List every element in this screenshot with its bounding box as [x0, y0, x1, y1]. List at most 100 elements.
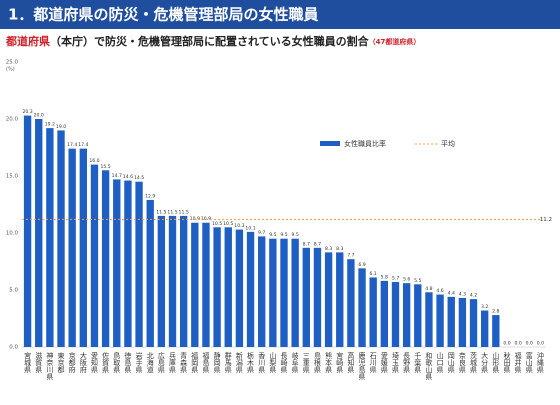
average-label: 11.2: [540, 217, 552, 223]
bar: [179, 215, 188, 347]
x-tick-label: 沖縄県: [536, 351, 544, 374]
data-label: 10.3: [234, 223, 244, 229]
x-tick-label: 広島県: [157, 351, 165, 374]
bar: [369, 277, 377, 347]
bar: [79, 148, 87, 347]
y-axis-label: (%): [6, 67, 15, 73]
data-label: 20.0: [34, 113, 44, 119]
x-tick-label: 宮城県: [24, 351, 32, 374]
subtitle-text: （本庁）で防災・危機管理部局に配置されている女性職員の割合: [50, 34, 370, 48]
data-label: 10.9: [201, 216, 211, 222]
bar: [336, 252, 344, 347]
x-tick-label: 静岡県: [213, 351, 221, 374]
x-tick-label: 山口県: [436, 351, 444, 374]
subtitle-note: （47都道府県）: [369, 37, 421, 46]
data-label: 9.7: [258, 230, 265, 236]
x-tick-label: 東京都: [57, 351, 65, 374]
bar: [402, 283, 411, 347]
x-tick-label: 北海道: [146, 352, 154, 374]
data-label: 3.2: [481, 304, 488, 310]
x-tick-label: 奈良県: [458, 351, 466, 374]
bar: [146, 199, 154, 347]
y-tick-label: 5.0: [9, 288, 18, 294]
x-tick-label: 高知県: [347, 351, 355, 374]
bar: [46, 128, 54, 347]
bar: [447, 296, 455, 347]
legend-label: 女性職員比率: [344, 139, 386, 148]
bar: [35, 119, 43, 347]
bar: [302, 247, 310, 347]
x-tick-label: 栃木県: [247, 351, 255, 374]
x-tick-label: 香川県: [258, 351, 266, 374]
bar: [235, 229, 244, 347]
x-tick-label: 和歌山県: [425, 351, 433, 381]
x-tick-label: 福島県: [202, 351, 210, 374]
bar: [269, 238, 277, 347]
data-label: 19.0: [56, 124, 66, 130]
x-tick-label: 茨城県: [470, 351, 478, 374]
bar: [191, 222, 199, 347]
data-label: 4.4: [448, 290, 455, 296]
bar: [68, 148, 76, 347]
x-tick-label: 島根県: [313, 351, 321, 374]
legend-label: 平均: [441, 139, 455, 148]
data-label: 17.4: [78, 142, 88, 148]
data-label: 17.4: [67, 142, 77, 148]
bar: [313, 247, 322, 347]
x-tick-label: 岡山県: [447, 352, 455, 374]
data-label: 10.1: [245, 225, 255, 231]
data-label: 14.6: [123, 174, 133, 180]
bar: [492, 315, 500, 347]
y-tick-label: 25.0: [6, 60, 19, 66]
data-label: 11.5: [156, 209, 166, 215]
x-tick-label: 鹿児島県: [358, 351, 366, 381]
data-label: 4.8: [425, 286, 432, 292]
x-tick-label: 埼玉県: [391, 351, 399, 374]
data-label: 9.5: [291, 232, 298, 238]
x-tick-label: 山形県: [492, 351, 500, 374]
bar: [358, 268, 366, 347]
bar: [391, 282, 400, 347]
bar: [113, 179, 121, 347]
data-label: 10.5: [223, 221, 233, 227]
bar: [213, 227, 221, 347]
data-label: 5.6: [403, 277, 410, 283]
bar: [291, 238, 299, 347]
x-tick-label: 新潟県: [235, 351, 243, 374]
bar: [157, 215, 166, 347]
data-label: 11.5: [167, 209, 177, 215]
data-label: 5.5: [414, 278, 421, 284]
bar: [90, 164, 99, 347]
y-tick-label: 15.0: [6, 174, 19, 180]
x-tick-label: 徳島県: [124, 351, 132, 374]
x-tick-label: 京都府: [68, 351, 76, 374]
bar: [458, 297, 467, 347]
x-tick-label: 熊本県: [325, 351, 333, 374]
data-label: 7.7: [347, 253, 354, 259]
x-tick-label: 大分県: [481, 351, 489, 374]
x-tick-label: 鳥取県: [113, 351, 121, 374]
data-label: 9.5: [269, 232, 276, 238]
bar: [481, 310, 489, 347]
y-tick-label: 20.0: [6, 117, 19, 123]
x-tick-label: 三重県: [302, 352, 310, 374]
x-tick-label: 石川県: [369, 352, 377, 374]
subtitle-lead: 都道府県: [5, 34, 50, 48]
x-tick-label: 愛媛県: [380, 351, 388, 374]
y-tick-label: 0.0: [9, 345, 18, 351]
bar: [23, 115, 32, 347]
data-label: 6.9: [358, 262, 365, 268]
x-tick-label: 福岡県: [191, 351, 199, 374]
bar: [57, 130, 65, 347]
data-label: 8.7: [314, 241, 321, 247]
x-tick-label: 富山県: [525, 351, 533, 374]
data-label: 0.0: [537, 341, 544, 347]
data-label: 15.5: [100, 164, 110, 170]
bar: [469, 299, 478, 347]
bar: [124, 180, 132, 347]
x-tick-label: 愛知県: [90, 351, 98, 374]
bar: [202, 222, 210, 347]
x-tick-label: 岐阜県: [291, 351, 299, 374]
data-label: 5.7: [392, 276, 399, 282]
